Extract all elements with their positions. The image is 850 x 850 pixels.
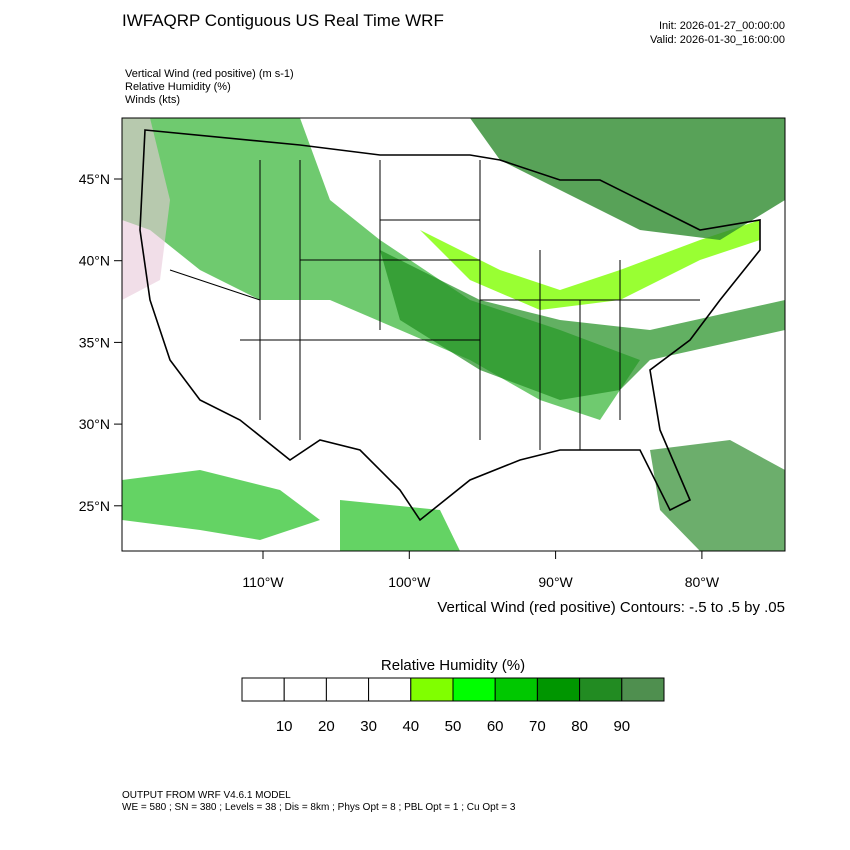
colorbar-box [621,677,665,702]
colorbar-label: 20 [318,718,335,735]
colorbar-box [536,677,581,702]
lat-label: 25°N [79,498,110,514]
map-frame [121,117,786,552]
lon-label: 100°W [388,574,431,590]
colorbar-box [579,677,623,702]
colorbar-label: 40 [402,718,419,735]
colorbar-box [241,677,285,702]
lon-label: 90°W [538,574,573,590]
footer-line: WE = 580 ; SN = 380 ; Levels = 38 ; Dis … [122,802,516,813]
field-label: Winds (kts) [125,94,180,106]
lon-label: 110°W [242,574,284,590]
colorbar-box [283,677,327,702]
colorbar-box [368,677,412,702]
colorbar-label: 50 [445,718,462,735]
footer-line: OUTPUT FROM WRF V4.6.1 MODEL [122,790,291,801]
lon-label: 80°W [685,574,720,590]
lat-label: 40°N [79,253,110,269]
init-time: Init: 2026-01-27_00:00:00 [659,20,785,32]
colorbar-label: 10 [276,718,293,735]
colorbar: 10 20 30 40 50 60 70 80 90 [241,677,665,735]
colorbar-label: 90 [613,718,630,735]
title: IWFAQRP Contiguous US Real Time WRF [122,11,444,30]
field-label: Vertical Wind (red positive) (m s-1) [125,68,294,80]
lat-label: 35°N [79,334,110,350]
map-panel [122,118,785,551]
colorbar-title: Relative Humidity (%) [381,657,525,674]
colorbar-label: 70 [529,718,546,735]
field-list: Vertical Wind (red positive) (m s-1)Rela… [125,68,294,106]
lat-label: 30°N [79,416,110,432]
colorbar-box [410,677,454,702]
colorbar-label: 30 [360,718,377,735]
colorbar-label: 60 [487,718,504,735]
colorbar-box [325,677,370,702]
colorbar-box [452,677,496,702]
lat-label: 45°N [79,171,110,187]
field-label: Relative Humidity (%) [125,81,231,93]
contour-caption: Vertical Wind (red positive) Contours: -… [437,599,785,616]
colorbar-box [494,677,538,702]
valid-time: Valid: 2026-01-30_16:00:00 [650,34,785,46]
colorbar-label: 80 [571,718,588,735]
map-axes: 45°N 40°N 35°N 30°N 25°N 110°W 100°W 90°W 80°W [79,171,720,590]
